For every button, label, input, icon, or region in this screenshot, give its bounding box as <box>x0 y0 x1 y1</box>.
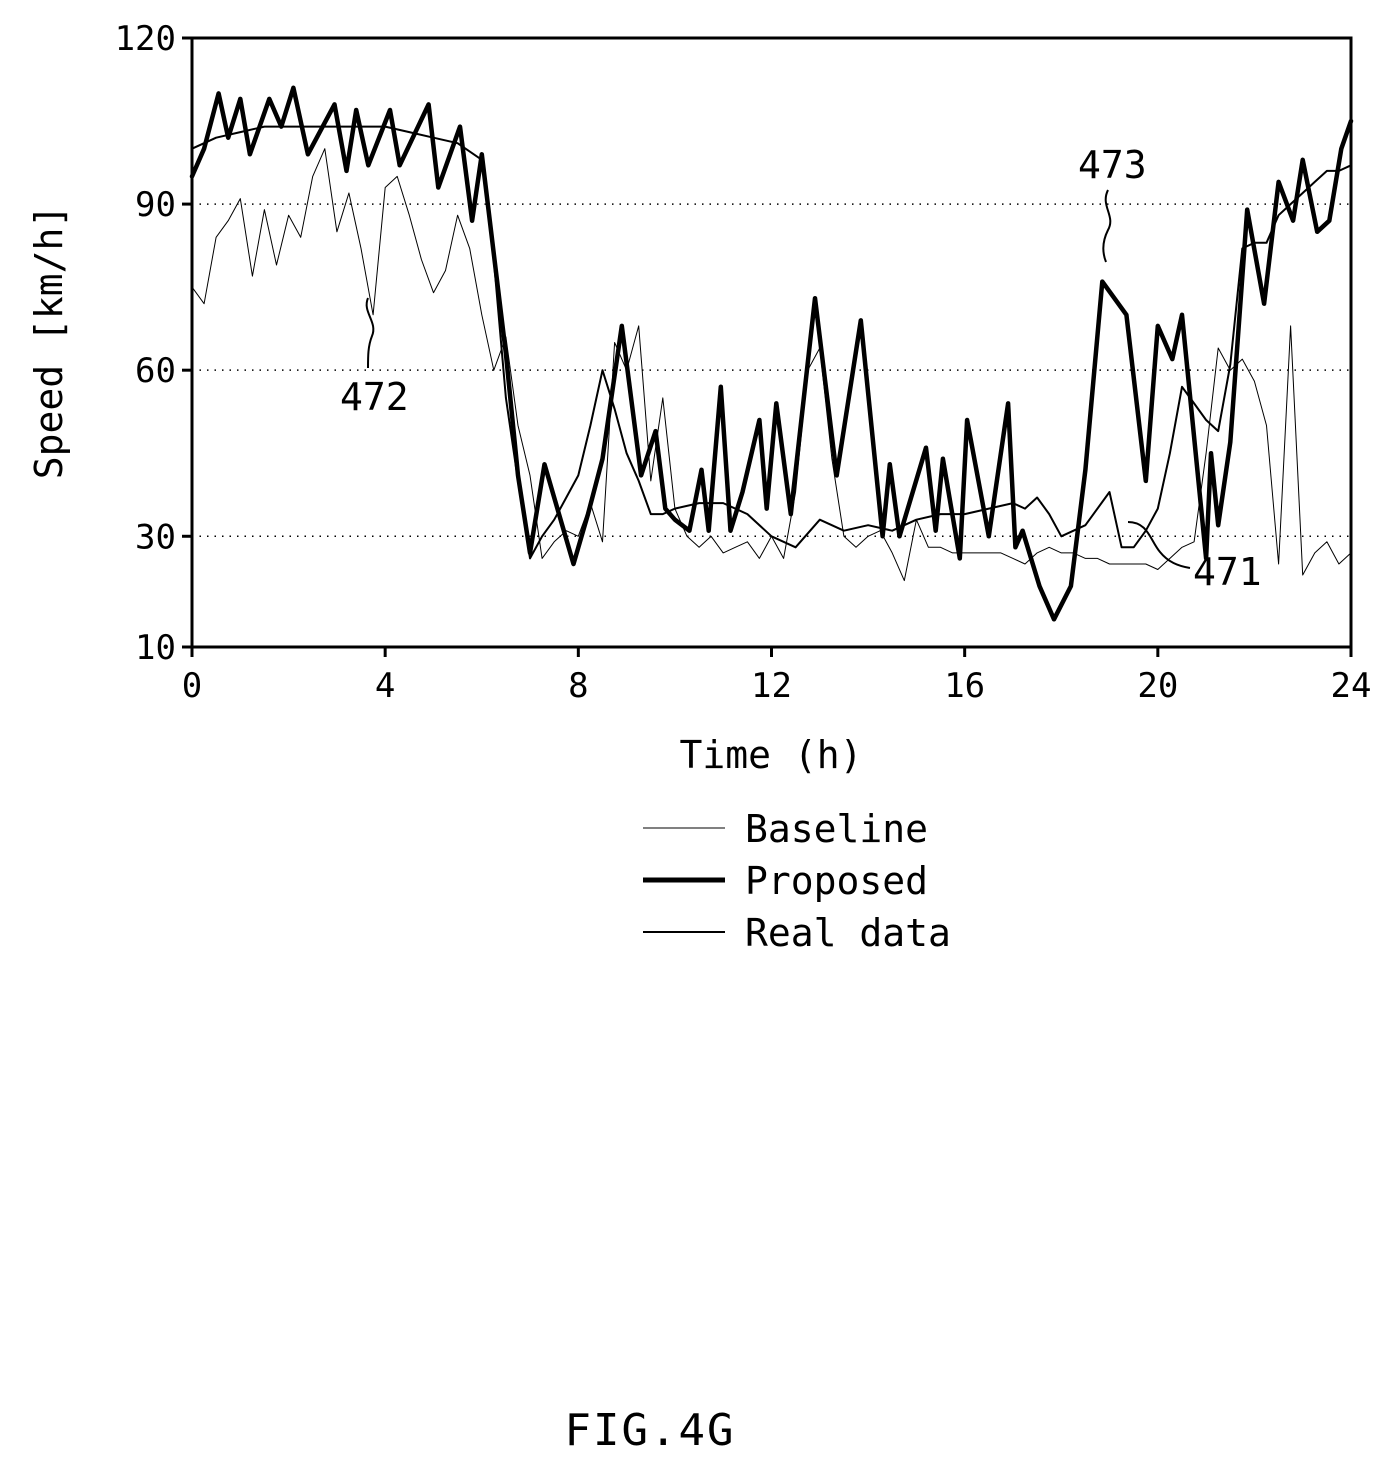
x-tick-label-12: 12 <box>751 666 792 706</box>
y-tick-label-30: 30 <box>135 517 176 557</box>
legend-label-baseline: Baseline <box>745 807 928 851</box>
leader-line-472 <box>365 297 375 369</box>
ref-label-471: 471 <box>1193 550 1262 594</box>
legend: Baseline Proposed Real data <box>643 807 951 955</box>
leader-line-473 <box>1102 189 1112 263</box>
y-tick-label-90: 90 <box>135 185 176 225</box>
series-line-proposed <box>189 85 1354 622</box>
legend-label-real-data: Real data <box>745 911 951 955</box>
x-axis-title: Time (h) <box>679 733 862 777</box>
series-lines <box>189 85 1354 622</box>
leader-line-471 <box>1127 521 1191 569</box>
x-tick-label-0: 0 <box>182 666 202 706</box>
legend-label-proposed: Proposed <box>745 859 928 903</box>
series-line-baseline <box>191 148 1352 582</box>
x-tick-label-16: 16 <box>944 666 985 706</box>
x-tick-label-4: 4 <box>375 666 395 706</box>
figure-caption: FIG.4G <box>564 1405 736 1456</box>
line-chart: 0 4 8 12 16 20 24 10 30 60 90 120 Time (h) Speed [k… <box>27 19 1372 955</box>
axis-ticks: 0 4 8 12 16 20 24 10 30 60 90 120 <box>115 19 1372 706</box>
y-tick-label-10: 10 <box>135 628 176 668</box>
x-tick-label-8: 8 <box>568 666 588 706</box>
y-axis-title: Speed [km/h] <box>27 205 71 480</box>
x-tick-label-20: 20 <box>1137 666 1178 706</box>
y-tick-label-120: 120 <box>115 19 176 59</box>
y-tick-label-60: 60 <box>135 351 176 391</box>
x-tick-label-24: 24 <box>1331 666 1372 706</box>
series-line-real-data <box>191 125 1352 560</box>
grid-lines <box>192 203 1351 538</box>
ref-label-472: 472 <box>340 375 409 419</box>
ref-label-473: 473 <box>1078 143 1147 187</box>
